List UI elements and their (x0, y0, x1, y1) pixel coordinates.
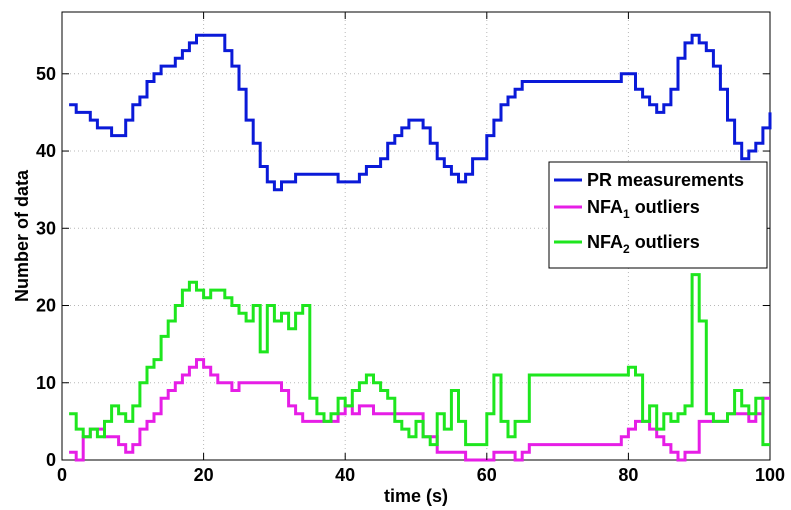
x-axis-title: time (s) (384, 486, 448, 506)
y-tick-label: 0 (46, 450, 56, 470)
legend-label-2: NFA1 outliers (587, 197, 700, 221)
y-tick-label: 20 (36, 296, 56, 316)
y-tick-label: 30 (36, 218, 56, 238)
series-line-3 (69, 273, 770, 447)
x-tick-label: 0 (57, 465, 67, 485)
legend: PR measurements NFA1 outliers NFA2 outlier… (548, 161, 768, 269)
legend-label-3: NFA2 outliers (587, 232, 700, 256)
x-tick-label: 100 (755, 465, 785, 485)
legend-box (548, 161, 768, 269)
x-tick-label: 80 (618, 465, 638, 485)
x-tick-label: 20 (194, 465, 214, 485)
y-tick-label: 10 (36, 373, 56, 393)
y-tick-label: 50 (36, 64, 56, 84)
y-tick-label: 40 (36, 141, 56, 161)
series-lines (69, 33, 772, 462)
x-tick-label: 60 (477, 465, 497, 485)
y-axis-title: Number of data (12, 169, 32, 302)
series-line-1 (69, 33, 772, 192)
x-tick-label: 40 (335, 465, 355, 485)
legend-label-1: PR measurements (587, 170, 744, 190)
tick-labels: 0 20 40 60 80 100 0 10 20 30 40 50 (36, 12, 785, 485)
